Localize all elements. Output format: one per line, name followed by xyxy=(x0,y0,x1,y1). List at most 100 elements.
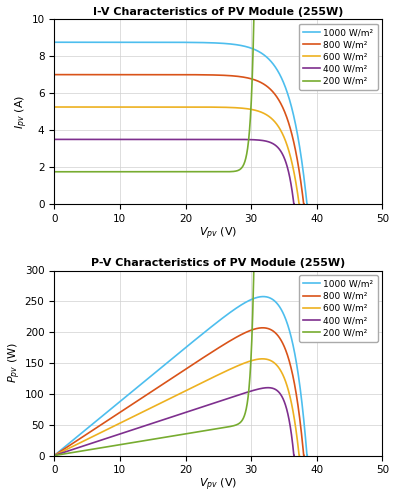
Title: I-V Characteristics of PV Module (255W): I-V Characteristics of PV Module (255W) xyxy=(93,7,344,17)
200 W/m² xyxy=(75,169,80,175)
200 W/m² xyxy=(210,426,215,432)
600 W/m² xyxy=(243,106,248,112)
800 W/m² xyxy=(77,72,82,78)
400 W/m² xyxy=(217,136,221,142)
X-axis label: $V_{pv}$ (V): $V_{pv}$ (V) xyxy=(199,226,238,242)
400 W/m² xyxy=(149,136,154,142)
200 W/m² xyxy=(153,169,158,175)
600 W/m² xyxy=(220,370,225,376)
1000 W/m² xyxy=(249,296,254,302)
800 W/m² xyxy=(247,328,251,334)
Line: 200 W/m²: 200 W/m² xyxy=(54,0,284,172)
400 W/m² xyxy=(217,398,221,404)
800 W/m² xyxy=(251,326,256,332)
400 W/m² xyxy=(149,420,154,426)
400 W/m² xyxy=(239,136,244,142)
600 W/m² xyxy=(220,104,225,110)
Line: 400 W/m²: 400 W/m² xyxy=(54,388,294,456)
600 W/m² xyxy=(248,106,252,112)
600 W/m² xyxy=(160,104,165,110)
Line: 1000 W/m²: 1000 W/m² xyxy=(54,42,307,204)
X-axis label: $V_{pv}$ (V): $V_{pv}$ (V) xyxy=(199,476,238,493)
200 W/m² xyxy=(210,169,215,175)
1000 W/m² xyxy=(52,39,57,45)
1000 W/m² xyxy=(78,39,82,45)
400 W/m² xyxy=(243,390,248,396)
200 W/m² xyxy=(235,168,240,173)
600 W/m² xyxy=(52,452,57,458)
800 W/m² xyxy=(302,201,307,207)
1000 W/m² xyxy=(249,46,254,52)
Legend: 1000 W/m², 800 W/m², 600 W/m², 400 W/m², 200 W/m²: 1000 W/m², 800 W/m², 600 W/m², 400 W/m²,… xyxy=(299,24,378,90)
1000 W/m² xyxy=(163,40,168,46)
800 W/m² xyxy=(52,452,57,458)
800 W/m² xyxy=(162,72,167,78)
800 W/m² xyxy=(223,340,228,346)
Line: 600 W/m²: 600 W/m² xyxy=(54,359,299,456)
Line: 800 W/m²: 800 W/m² xyxy=(54,328,304,456)
800 W/m² xyxy=(153,386,158,392)
600 W/m² xyxy=(297,201,302,207)
800 W/m² xyxy=(52,72,57,78)
800 W/m² xyxy=(223,72,228,78)
200 W/m² xyxy=(231,168,236,174)
1000 W/m² xyxy=(305,201,310,207)
600 W/m² xyxy=(248,358,252,364)
1000 W/m² xyxy=(254,47,259,53)
Line: 800 W/m²: 800 W/m² xyxy=(54,74,304,204)
200 W/m² xyxy=(153,436,158,442)
800 W/m² xyxy=(77,436,82,442)
1000 W/m² xyxy=(226,311,230,317)
800 W/m² xyxy=(302,452,307,458)
Title: P-V Characteristics of PV Module (255W): P-V Characteristics of PV Module (255W) xyxy=(91,258,345,268)
Legend: 1000 W/m², 800 W/m², 600 W/m², 400 W/m², 200 W/m²: 1000 W/m², 800 W/m², 600 W/m², 400 W/m²,… xyxy=(299,275,378,342)
200 W/m² xyxy=(235,422,240,428)
Line: 200 W/m²: 200 W/m² xyxy=(54,0,284,456)
800 W/m² xyxy=(153,72,158,78)
200 W/m² xyxy=(145,169,150,175)
Line: 400 W/m²: 400 W/m² xyxy=(54,140,294,204)
1000 W/m² xyxy=(154,368,159,374)
Line: 1000 W/m²: 1000 W/m² xyxy=(54,296,307,456)
1000 W/m² xyxy=(163,361,168,367)
600 W/m² xyxy=(77,104,82,110)
400 W/m² xyxy=(239,391,244,397)
400 W/m² xyxy=(292,452,297,458)
400 W/m² xyxy=(52,452,57,458)
1000 W/m² xyxy=(52,452,57,458)
600 W/m² xyxy=(151,104,156,110)
200 W/m² xyxy=(52,452,57,458)
600 W/m² xyxy=(297,452,302,458)
800 W/m² xyxy=(260,325,265,331)
600 W/m² xyxy=(243,360,248,366)
200 W/m² xyxy=(75,448,80,454)
400 W/m² xyxy=(76,136,81,142)
600 W/m² xyxy=(52,104,57,110)
600 W/m² xyxy=(160,400,165,406)
400 W/m² xyxy=(158,136,162,142)
1000 W/m² xyxy=(154,40,159,46)
200 W/m² xyxy=(52,169,57,175)
600 W/m² xyxy=(151,404,156,409)
400 W/m² xyxy=(76,444,81,450)
1000 W/m² xyxy=(261,294,266,300)
1000 W/m² xyxy=(78,432,82,438)
400 W/m² xyxy=(158,418,162,424)
800 W/m² xyxy=(251,76,256,82)
1000 W/m² xyxy=(254,294,259,300)
Line: 600 W/m²: 600 W/m² xyxy=(54,107,299,204)
800 W/m² xyxy=(162,380,167,386)
800 W/m² xyxy=(247,75,251,81)
400 W/m² xyxy=(266,384,270,390)
400 W/m² xyxy=(52,136,57,142)
200 W/m² xyxy=(231,422,236,428)
1000 W/m² xyxy=(226,40,230,46)
600 W/m² xyxy=(77,440,82,446)
400 W/m² xyxy=(292,201,297,207)
200 W/m² xyxy=(145,438,150,444)
Y-axis label: $P_{pv}$ (W): $P_{pv}$ (W) xyxy=(7,342,23,384)
1000 W/m² xyxy=(305,452,310,458)
600 W/m² xyxy=(260,356,265,362)
Y-axis label: $I_{pv}$ (A): $I_{pv}$ (A) xyxy=(13,94,30,128)
400 W/m² xyxy=(243,136,248,142)
